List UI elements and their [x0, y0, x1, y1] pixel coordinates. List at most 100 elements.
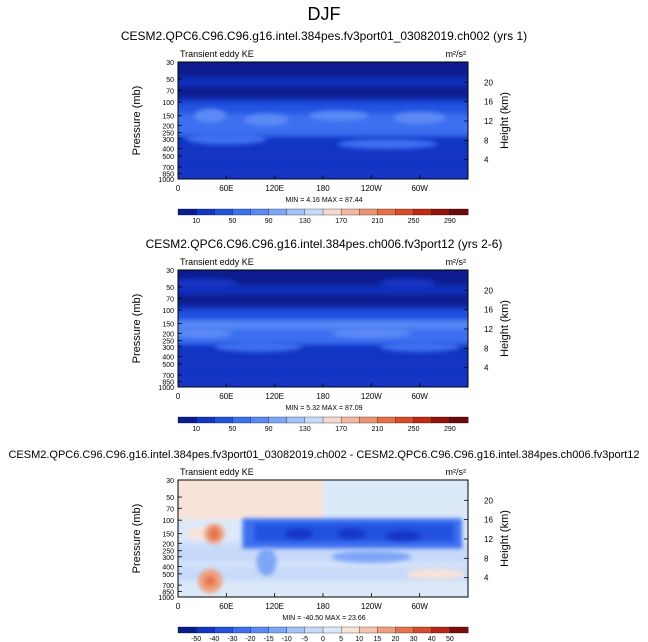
y-tick-label: 100 [162, 100, 174, 107]
y-tick-label: 300 [162, 345, 174, 352]
y-tick-label: 70 [166, 296, 174, 303]
y-right-tick-label: 16 [484, 516, 493, 525]
colorbar-label: 5 [339, 636, 343, 642]
y-tick-label: 400 [162, 146, 174, 153]
heatmap-contour [178, 167, 468, 179]
x-tick-label: 60W [411, 184, 428, 193]
x-tick-label: 60W [411, 602, 428, 611]
heatmap-contour [256, 547, 277, 576]
heatmap-contour [337, 138, 438, 149]
x-tick-label: 0 [176, 392, 181, 401]
x-tick-label: 120E [265, 184, 284, 193]
colorbar-label: 50 [228, 218, 236, 225]
x-tick-label: 60E [219, 184, 233, 193]
colorbar-swatch [449, 626, 469, 634]
colorbar-swatch [268, 626, 288, 634]
y-tick-label: 700 [162, 583, 174, 590]
colorbar-swatch [377, 626, 396, 634]
heatmap-contour [284, 528, 313, 539]
colorbar-swatch [214, 416, 233, 424]
y-tick-label: 150 [162, 532, 174, 539]
y-tick-label: 250 [162, 131, 174, 138]
colorbar-swatch [177, 208, 197, 216]
heatmap-contour [186, 527, 211, 540]
colorbar-swatch [232, 416, 251, 424]
colorbar-swatch [195, 416, 215, 424]
y-right-axis-label: Height (km) [499, 510, 511, 567]
y-tick-label: 200 [162, 123, 174, 130]
y-tick-label: 1000 [158, 385, 174, 392]
colorbar-label: -30 [227, 636, 237, 642]
heatmap-contour [205, 576, 216, 587]
y-right-tick-label: 16 [484, 98, 493, 107]
colorbar-swatch [395, 208, 415, 216]
heatmap-field [178, 62, 468, 179]
y-tick-label: 200 [162, 331, 174, 338]
panel-2: CESM2.QPC6.C96.C96.g16.intel.384pes.ch00… [131, 237, 511, 433]
colorbar-swatch [250, 416, 270, 424]
heatmap-contour [309, 110, 370, 121]
y-tick-label: 850 [162, 590, 174, 597]
heatmap-contour [178, 356, 468, 371]
y-tick-label: 250 [162, 549, 174, 556]
colorbar-swatch [268, 208, 288, 216]
page-title: DJF [308, 4, 341, 24]
panel-3-difference: CESM2.QPC6.C96.C96.g16.intel.384pes.fv3p… [8, 449, 639, 642]
y-right-tick-label: 20 [484, 78, 493, 87]
colorbar-label: 10 [355, 636, 363, 642]
variable-label: Transient eddy KE [180, 467, 254, 477]
heatmap-contour [178, 328, 233, 339]
x-tick-label: 60E [219, 602, 233, 611]
y-tick-label: 150 [162, 322, 174, 329]
colorbar-swatch [377, 208, 396, 216]
heatmap-field [178, 270, 468, 387]
heatmap-contour [178, 480, 323, 519]
stats-label: MIN = 5.32 MAX = 87.09 [285, 405, 362, 412]
y-right-axis-label: Height (km) [499, 300, 511, 357]
colorbar-swatch [250, 626, 270, 634]
x-tick-label: 120W [361, 602, 382, 611]
colorbar-label: 90 [265, 218, 273, 225]
heatmap-contour [178, 62, 468, 78]
heatmap-contour [331, 550, 412, 563]
y-tick-label: 30 [166, 268, 174, 275]
heatmap-contour [405, 568, 466, 579]
colorbar-label: -5 [302, 636, 308, 642]
y-tick-label: 30 [166, 60, 174, 67]
heatmap-contour [178, 278, 239, 289]
y-tick-label: 500 [162, 362, 174, 369]
colorbar-swatch [449, 208, 469, 216]
stats-label: MIN = 4.16 MAX = 87.44 [285, 197, 362, 204]
colorbar-swatch [322, 208, 342, 216]
x-tick-label: 0 [176, 602, 181, 611]
y-right-tick-label: 4 [484, 364, 489, 373]
y-tick-label: 400 [162, 354, 174, 361]
colorbar-swatch [340, 626, 360, 634]
y-tick-label: 250 [162, 339, 174, 346]
colorbar-label: 250 [408, 218, 420, 225]
colorbar-swatch [413, 626, 433, 634]
colorbar-label: -20 [245, 636, 255, 642]
colorbar-swatch [195, 626, 215, 634]
y-right-tick-label: 8 [484, 344, 489, 353]
heatmap-contour [178, 294, 468, 307]
heatmap-contour [178, 148, 468, 163]
colorbar-swatch [214, 208, 233, 216]
y-tick-label: 1000 [158, 595, 174, 602]
panel-1: CESM2.QPC6.C96.C96.g16.intel.384pes.fv3p… [121, 29, 527, 225]
heatmap-contour [209, 527, 220, 540]
units-label: m²/s² [446, 467, 467, 477]
heatmap-contour [393, 111, 446, 124]
y-right-tick-label: 12 [484, 535, 493, 544]
y-tick-label: 850 [162, 172, 174, 179]
y-tick-label: 1000 [158, 177, 174, 184]
y-right-tick-label: 12 [484, 117, 493, 126]
colorbar-label: 40 [428, 636, 436, 642]
colorbar-label: -50 [191, 636, 201, 642]
y-right-tick-label: 8 [484, 554, 489, 563]
x-tick-label: 60W [411, 392, 428, 401]
y-tick-label: 50 [166, 495, 174, 502]
y-tick-label: 50 [166, 77, 174, 84]
colorbar-swatch [359, 416, 378, 424]
colorbar-swatch [304, 626, 324, 634]
